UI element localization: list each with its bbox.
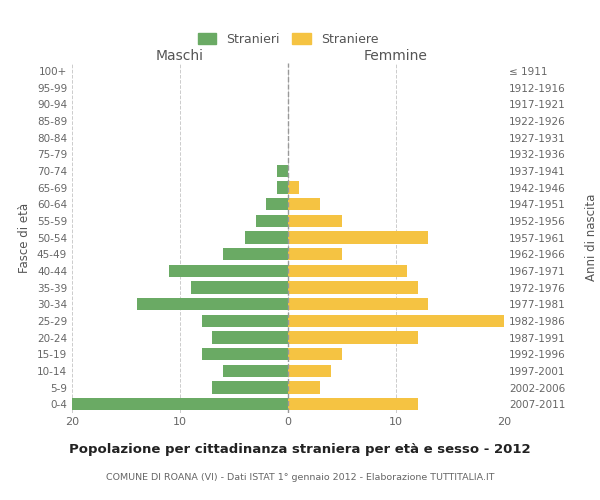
Bar — [288, 231, 428, 244]
Bar — [212, 331, 288, 344]
Bar — [202, 314, 288, 327]
Bar — [169, 264, 288, 277]
Bar — [288, 248, 342, 260]
Bar — [137, 298, 288, 310]
Text: Maschi: Maschi — [156, 48, 204, 62]
Bar — [288, 348, 342, 360]
Bar — [277, 164, 288, 177]
Bar — [288, 198, 320, 210]
Bar — [191, 281, 288, 293]
Bar — [288, 331, 418, 344]
Bar — [223, 248, 288, 260]
Text: Femmine: Femmine — [364, 48, 428, 62]
Bar — [288, 214, 342, 227]
Bar — [288, 298, 428, 310]
Bar — [288, 264, 407, 277]
Bar — [212, 381, 288, 394]
Y-axis label: Anni di nascita: Anni di nascita — [585, 194, 598, 281]
Bar — [72, 398, 288, 410]
Bar — [202, 348, 288, 360]
Bar — [245, 231, 288, 244]
Bar — [288, 281, 418, 293]
Bar — [256, 214, 288, 227]
Legend: Stranieri, Straniere: Stranieri, Straniere — [191, 26, 385, 52]
Bar — [288, 314, 504, 327]
Bar — [266, 198, 288, 210]
Bar — [288, 381, 320, 394]
Bar — [288, 398, 418, 410]
Bar — [223, 364, 288, 377]
Bar — [288, 364, 331, 377]
Bar — [277, 181, 288, 194]
Text: Popolazione per cittadinanza straniera per età e sesso - 2012: Popolazione per cittadinanza straniera p… — [69, 442, 531, 456]
Bar — [288, 181, 299, 194]
Y-axis label: Fasce di età: Fasce di età — [19, 202, 31, 272]
Text: COMUNE DI ROANA (VI) - Dati ISTAT 1° gennaio 2012 - Elaborazione TUTTITALIA.IT: COMUNE DI ROANA (VI) - Dati ISTAT 1° gen… — [106, 472, 494, 482]
